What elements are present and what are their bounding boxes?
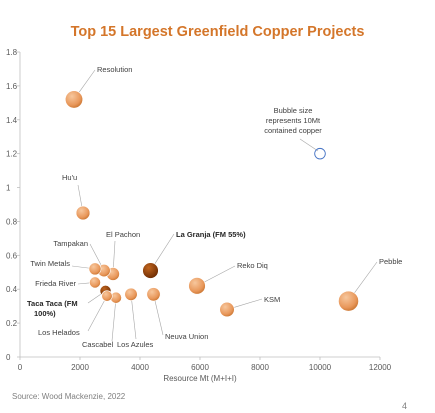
leader-los-helados xyxy=(87,300,105,332)
y-tick-label: 0.8 xyxy=(6,217,18,226)
label-ksm: KSM xyxy=(264,295,280,304)
chart-title: Top 15 Largest Greenfield Copper Project… xyxy=(70,24,365,40)
leader-hu-u xyxy=(77,184,83,207)
x-tick-label: 12000 xyxy=(369,363,392,372)
label-twin-metals: Twin Metals xyxy=(30,259,70,268)
bubble-los-azules xyxy=(124,287,138,301)
point-labels: Resolution Hu'u El Pachon Tampakan Twin Meta… xyxy=(27,65,402,349)
source-note: Source: Wood Mackenzie, 2022 xyxy=(12,392,126,401)
y-tick-label: 0.6 xyxy=(6,251,18,260)
leader-los-azules xyxy=(131,300,137,340)
label-taca-taca-fm-100: Taca Taca (FM 100%) xyxy=(27,299,78,318)
y-tick-label: 1 xyxy=(6,184,11,193)
label-cascabel: Cascabel xyxy=(82,340,114,349)
leader-pebble xyxy=(354,261,378,294)
label-la-granja-fm-55: La Granja (FM 55%) xyxy=(176,230,246,239)
y-tick-label: 1.6 xyxy=(6,82,18,91)
chart-axes: 0 0.2 0.4 0.6 0.8 1 1.2 1.4 1.6 1.8 0 2000 4000 6000 8… xyxy=(6,48,392,383)
label-pebble: Pebble xyxy=(379,257,402,266)
bubble-la-granja-fm-55 xyxy=(142,262,159,279)
x-tick-label: 6000 xyxy=(191,363,209,372)
leader-cascabel xyxy=(111,303,116,342)
label-tampakan: Tampakan xyxy=(53,239,88,248)
x-axis-title: Resource Mt (M+I+I) xyxy=(163,374,237,383)
legend-text-line: Bubble size xyxy=(274,106,313,115)
bubble-resolution xyxy=(64,90,84,109)
label-reko-diq: Reko Diq xyxy=(237,261,268,270)
leader-la-granja-fm-55 xyxy=(154,233,175,265)
bubble-los-helados xyxy=(101,290,113,302)
leader-lines xyxy=(71,69,378,342)
x-tick-label: 10000 xyxy=(309,363,332,372)
y-tick-label: 0.2 xyxy=(6,319,18,328)
x-tick-label: 0 xyxy=(18,363,23,372)
y-tick-label: 1.8 xyxy=(6,48,18,57)
legend-text-line: contained copper xyxy=(264,126,322,135)
label-frieda-river: Frieda River xyxy=(35,279,76,288)
leader-twin-metals xyxy=(71,265,90,269)
leader-tampakan xyxy=(89,243,102,266)
leader-taca-taca-fm-100 xyxy=(87,293,102,304)
leader-resolution xyxy=(78,69,96,93)
legend-text-line: represents 10Mt xyxy=(266,116,321,125)
y-tick-label: 0.4 xyxy=(6,285,18,294)
y-tick-label: 1.2 xyxy=(6,150,18,159)
bubble-frieda-river xyxy=(89,276,101,289)
bubble-neuva-union xyxy=(146,287,161,302)
leader-ksm xyxy=(233,298,263,308)
y-tick-label: 0 xyxy=(6,353,11,362)
bubble-ksm xyxy=(219,301,235,318)
leader-neuva-union xyxy=(154,300,164,336)
leader-reko-diq xyxy=(204,265,236,283)
bubble-pebble xyxy=(338,290,359,312)
legend-leader xyxy=(299,138,319,152)
x-tick-label: 4000 xyxy=(131,363,149,372)
x-tick-label: 2000 xyxy=(71,363,89,372)
label-neuva-union: Neuva Union xyxy=(165,332,208,341)
label-el-pachon: El Pachon xyxy=(106,230,140,239)
label-los-helados: Los Helados xyxy=(38,328,80,337)
bubble-reko-diq xyxy=(188,277,206,295)
y-tick-label: 1.4 xyxy=(6,116,18,125)
label-hu-u: Hu'u xyxy=(62,173,77,182)
leader-el-pachon xyxy=(113,240,116,268)
x-tick-label: 8000 xyxy=(251,363,269,372)
bubbles xyxy=(64,90,359,318)
bubble-hu-u xyxy=(75,205,91,221)
label-los-azules: Los Azules xyxy=(117,340,154,349)
leader-frieda-river xyxy=(77,282,90,285)
bubble-twin-metals xyxy=(88,262,102,276)
page-number: 4 xyxy=(402,401,408,411)
label-resolution: Resolution xyxy=(97,65,132,74)
legend-circle xyxy=(314,147,326,160)
